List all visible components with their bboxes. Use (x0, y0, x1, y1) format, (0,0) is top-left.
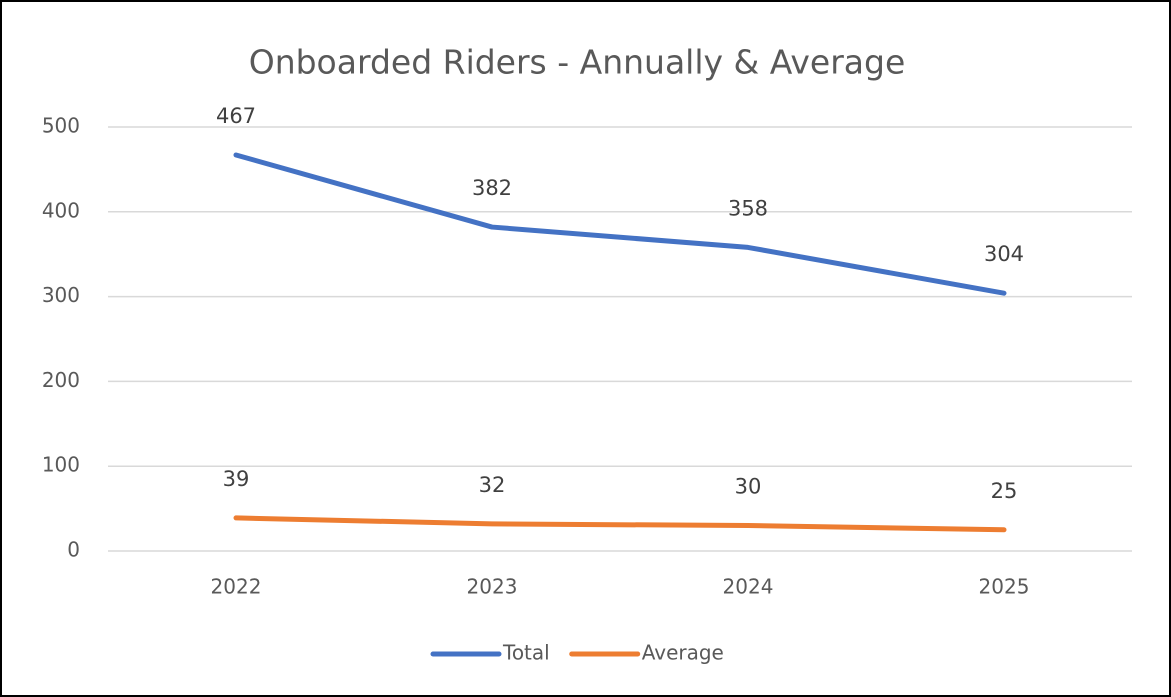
data-label: 30 (735, 475, 762, 499)
data-label: 382 (472, 176, 512, 200)
legend-label: Average (642, 641, 724, 665)
series-line (233, 515, 1007, 533)
x-tick-label: 2024 (723, 575, 774, 599)
x-tick-label: 2022 (211, 575, 262, 599)
y-tick-label: 400 (42, 198, 80, 222)
data-label: 304 (984, 242, 1024, 266)
data-label: 39 (223, 467, 250, 491)
x-tick-label: 2025 (979, 575, 1030, 599)
y-tick-label: 100 (42, 453, 80, 477)
y-tick-label: 300 (42, 283, 80, 307)
legend-label: Total (502, 641, 550, 665)
y-tick-label: 200 (42, 368, 80, 392)
y-tick-label: 0 (67, 538, 80, 562)
chart-title: Onboarded Riders - Annually & Average (249, 43, 906, 82)
data-label: 32 (479, 473, 506, 497)
x-tick-label: 2023 (467, 575, 518, 599)
data-label: 25 (991, 479, 1018, 503)
data-label: 467 (216, 104, 256, 128)
y-tick-label: 500 (42, 114, 80, 138)
series-line (233, 152, 1007, 296)
data-label: 358 (728, 196, 768, 220)
